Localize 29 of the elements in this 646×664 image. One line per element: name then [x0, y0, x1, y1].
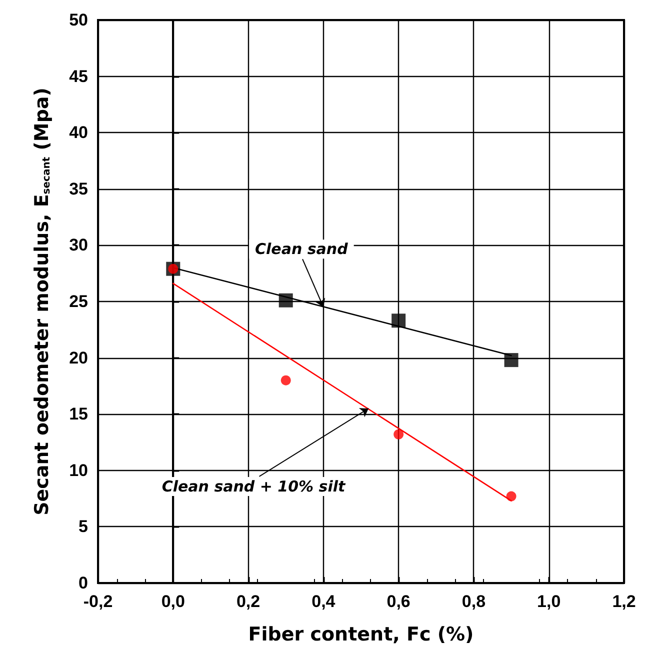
x-tick-label: 0,4	[312, 592, 336, 611]
annotation: Clean sand	[255, 240, 348, 258]
x-tick-label: 0,0	[161, 592, 185, 611]
y-tick-label: 40	[69, 123, 88, 142]
y-tick-label: 10	[69, 460, 88, 480]
y-tick-label: 20	[69, 348, 88, 368]
point	[394, 429, 404, 440]
point	[504, 353, 518, 368]
y-tick-label: 35	[69, 179, 88, 198]
y-axis-title: Secant oedometer modulus, Esecant (Mpa)	[31, 88, 53, 516]
point	[280, 375, 291, 386]
y-tick-label: 50	[69, 10, 88, 30]
x-tick-label: 1,2	[612, 592, 636, 611]
point	[278, 293, 293, 308]
x-tick-label: -0,2	[83, 592, 113, 611]
x-tick-label: 0,8	[462, 592, 486, 611]
x-tick-label: 0,6	[386, 592, 410, 611]
point	[506, 491, 516, 502]
annotation: Clean sand + 10% silt	[162, 477, 346, 496]
x-axis-title: Fiber content, Fc (%)	[248, 624, 474, 646]
y-tick-label: 15	[69, 404, 88, 424]
y-tick-label: 45	[69, 66, 88, 86]
y-tick-label: 5	[78, 517, 88, 536]
y-tick-label: 25	[69, 292, 88, 311]
point	[392, 314, 406, 328]
x-tick-label: 1,0	[537, 592, 561, 611]
y-tick-label: 30	[69, 236, 88, 255]
x-tick-label: 0,2	[236, 592, 260, 611]
y-tick-label: 0	[78, 574, 88, 592]
